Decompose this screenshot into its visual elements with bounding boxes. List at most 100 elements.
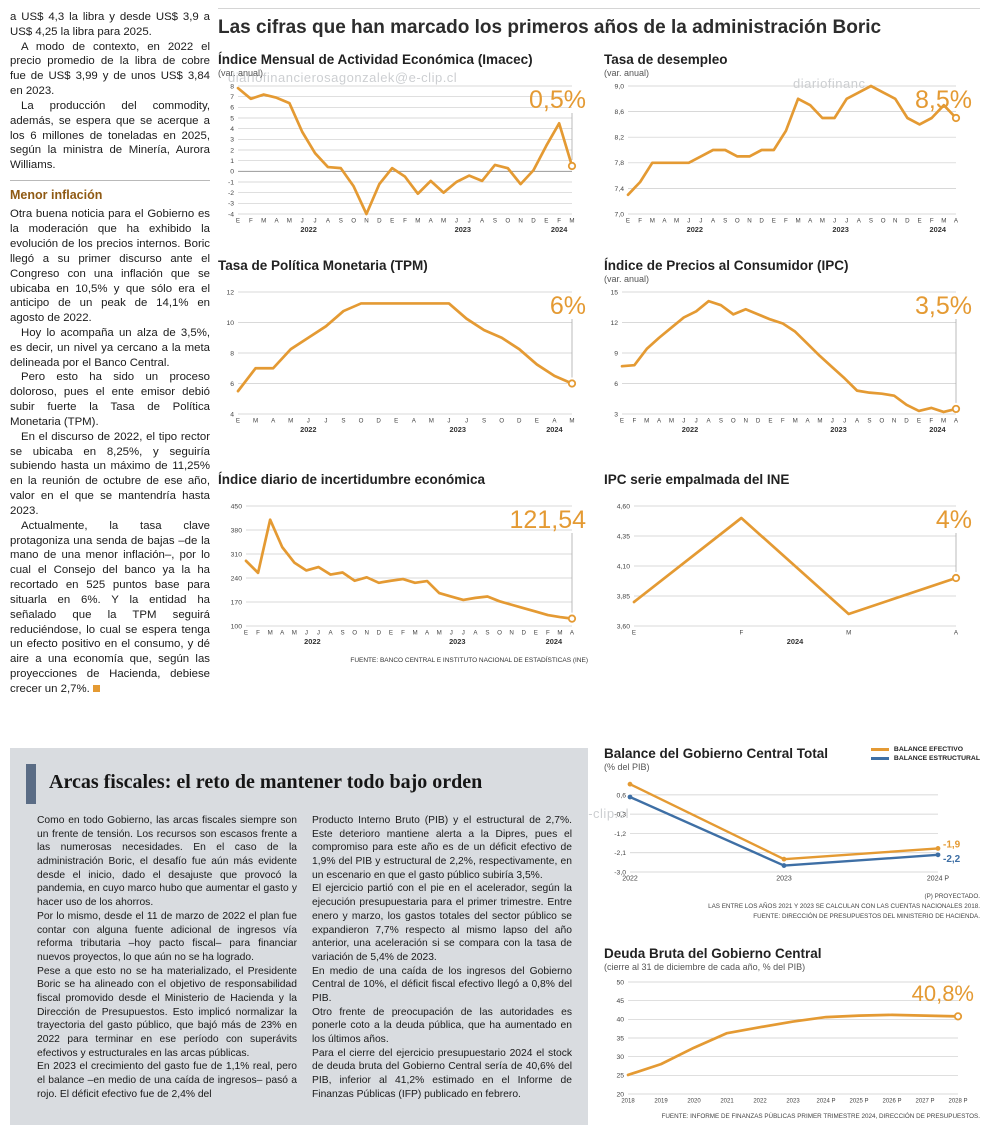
svg-text:M: M [793,418,798,425]
svg-text:A: A [425,630,430,637]
svg-text:M: M [795,218,800,225]
svg-text:O: O [497,630,502,637]
svg-text:2019: 2019 [654,1099,668,1105]
desempleo-chart-canvas: 9,0 8,6 8,2 7,8 7,4 7,0 E F M A M J J A S O N D E F M A M J J A S O… [604,80,974,240]
svg-text:0,5%: 0,5% [529,86,586,114]
svg-text:M: M [292,630,297,637]
chart-title: Balance del Gobierno Central Total [604,746,829,761]
svg-text:M: M [437,630,442,637]
svg-text:J: J [305,630,308,637]
svg-text:D: D [756,418,761,425]
svg-text:J: J [468,218,471,225]
svg-text:7,8: 7,8 [615,160,625,167]
svg-text:F: F [784,218,788,225]
svg-text:E: E [772,218,776,225]
svg-text:2022: 2022 [753,1099,767,1105]
svg-text:2023: 2023 [786,1099,800,1105]
svg-text:S: S [869,218,873,225]
svg-text:-2: -2 [228,190,234,197]
svg-text:E: E [236,218,240,225]
svg-text:-1,2: -1,2 [614,831,626,838]
svg-text:2023: 2023 [832,225,848,234]
footnote: FUENTE: DIRECCIÓN DE PRESUPUESTOS DEL MI… [753,912,980,920]
svg-text:2: 2 [230,147,234,154]
svg-text:4,60: 4,60 [617,503,630,510]
chart-incertidumbre: Índice diario de incertidumbre económica… [218,472,588,652]
svg-text:J: J [324,418,327,425]
svg-text:45: 45 [616,998,624,1005]
svg-text:25: 25 [616,1073,624,1080]
svg-text:A: A [552,418,557,425]
chart-source: FUENTE: INFORME DE FINANZAS PÚBLICAS PRI… [661,1113,980,1120]
arcas-title-row: Arcas fiscales: el reto de mantener todo… [26,764,572,804]
svg-text:-4: -4 [228,211,234,218]
svg-text:J: J [845,218,848,225]
svg-text:2024: 2024 [546,637,563,646]
svg-text:A: A [328,630,333,637]
svg-text:J: J [831,418,834,425]
svg-text:D: D [376,418,381,425]
svg-text:J: J [447,418,450,425]
svg-text:7: 7 [230,94,234,101]
svg-text:12: 12 [226,289,234,296]
paragraph: La producción del commodity, además, se … [10,99,210,172]
svg-text:A: A [805,418,810,425]
svg-text:O: O [879,418,884,425]
svg-text:A: A [271,418,276,425]
svg-text:-1,9: -1,9 [943,839,961,850]
article-left-column: a US$ 4,3 la libra y desde US$ 3,9 a US$… [10,10,210,697]
svg-text:8: 8 [230,83,234,90]
svg-text:D: D [759,218,764,225]
svg-text:A: A [711,218,716,225]
svg-text:F: F [401,630,405,637]
paragraph: Producto Interno Bruto (PIB) y el estruc… [312,815,572,881]
chart-title: Tasa de Política Monetaria (TPM) [218,258,428,273]
svg-text:3,5%: 3,5% [915,292,972,320]
paragraph: Pese a que esto no se ha materializado, … [37,965,297,1059]
svg-text:8: 8 [230,350,234,357]
svg-text:30: 30 [616,1054,624,1061]
paragraph: Hoy lo acompaña un alza de 3,5%, es deci… [10,326,210,369]
svg-text:40: 40 [616,1017,624,1024]
svg-text:E: E [534,630,538,637]
svg-text:O: O [499,418,504,425]
svg-text:2026 P: 2026 P [882,1099,901,1105]
svg-text:M: M [429,418,434,425]
paragraph: A modo de contexto, en 2022 el precio pr… [10,40,210,98]
chart-subtitle: (var. anual) [218,68,264,78]
svg-text:E: E [632,630,636,637]
svg-text:0,6: 0,6 [617,792,627,799]
svg-text:E: E [917,418,921,425]
deuda-chart-canvas: 50 45 40 35 30 25 20 2018 2019 2020 2021 2022 2023 20… [604,974,980,1110]
ipc-chart-canvas: 15 12 9 6 3 E F M A M J J A S O N D E F M A M J J A S O N D E F M A 2022 2… [604,286,974,440]
svg-text:A: A [855,418,860,425]
svg-text:A: A [954,218,959,225]
chart-imacec: Índice Mensual de Actividad Económica (I… [218,52,588,240]
svg-text:J: J [699,218,702,225]
svg-text:F: F [557,218,561,225]
svg-text:M: M [287,218,292,225]
svg-text:4%: 4% [936,506,972,534]
svg-text:N: N [365,630,369,637]
svg-text:A: A [326,218,331,225]
svg-text:O: O [505,218,510,225]
svg-text:A: A [808,218,813,225]
svg-text:A: A [274,218,279,225]
svg-text:E: E [917,218,921,225]
paragraph: Otro frente de preocupación de las autor… [312,1006,572,1045]
svg-text:S: S [485,630,489,637]
svg-text:M: M [569,218,574,225]
chart-desempleo: Tasa de desempleo (var. anual) 9,0 8,6 8,2… [604,52,974,240]
svg-text:3: 3 [230,137,234,144]
svg-text:M: M [253,418,258,425]
infographic-title: Las cifras que han marcado los primeros … [218,17,882,38]
svg-text:2023: 2023 [450,425,466,434]
chart-legend: BALANCE EFECTIVO BALANCE ESTRUCTURAL [870,746,980,764]
svg-text:E: E [389,630,393,637]
svg-text:A: A [280,630,285,637]
svg-text:M: M [941,218,946,225]
svg-text:J: J [314,218,317,225]
paragraph: Para el cierre del ejercicio presupuesta… [312,1047,572,1100]
svg-text:4: 4 [230,126,234,133]
svg-text:8,5%: 8,5% [915,86,972,114]
